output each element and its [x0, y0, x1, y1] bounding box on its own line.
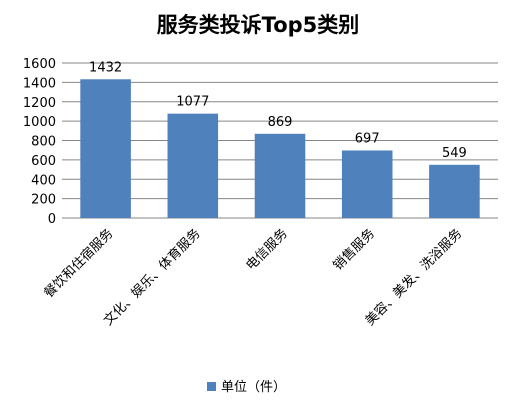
bar-value-label: 869 — [268, 115, 293, 130]
y-tick-label: 600 — [31, 154, 56, 169]
y-axis-ticks: 0 200 400 600 800 1000 1200 1400 1600 — [23, 57, 56, 227]
bar-value-label: 697 — [355, 131, 380, 146]
y-tick-label: 200 — [31, 193, 56, 208]
y-tick-label: 800 — [31, 135, 56, 150]
y-tick-label: 1200 — [23, 96, 56, 111]
bar — [429, 164, 480, 218]
legend: 单位（件） — [207, 380, 286, 395]
x-category-label: 美容、美发、洗浴服务 — [362, 226, 465, 329]
bars — [80, 79, 480, 219]
bar-value-label: 549 — [442, 146, 467, 161]
x-category-label: 销售服务 — [330, 226, 378, 274]
y-tick-label: 400 — [31, 173, 56, 188]
y-tick-label: 1000 — [23, 115, 56, 130]
chart-title: 服务类投诉Top5类别 — [157, 13, 360, 37]
bar-value-label: 1077 — [176, 95, 209, 110]
bar — [167, 113, 219, 218]
bar-value-label: 1432 — [89, 60, 122, 75]
x-category-label: 电信服务 — [243, 226, 291, 274]
data-labels: 1432 1077 869 697 549 — [89, 60, 467, 161]
y-tick-label: 1400 — [23, 76, 56, 91]
y-tick-label: 1600 — [23, 57, 56, 72]
x-category-label: 餐饮和住宿服务 — [41, 226, 117, 302]
x-category-label: 文化、娱乐、体育服务 — [100, 226, 203, 329]
y-tick-label: 0 — [48, 212, 56, 227]
bar — [341, 150, 393, 218]
legend-label: 单位（件） — [221, 380, 286, 395]
legend-swatch — [207, 382, 216, 391]
bar — [80, 79, 131, 219]
bar — [254, 133, 306, 218]
